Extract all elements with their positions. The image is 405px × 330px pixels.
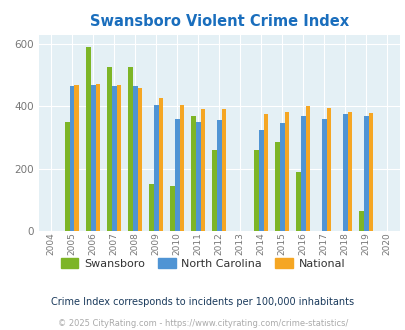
Bar <box>347 112 352 231</box>
Bar <box>263 114 268 231</box>
Bar <box>70 86 74 231</box>
Bar <box>91 84 95 231</box>
Bar <box>175 119 179 231</box>
Legend: Swansboro, North Carolina, National: Swansboro, North Carolina, National <box>56 254 349 273</box>
Bar <box>321 119 326 231</box>
Text: Crime Index corresponds to incidents per 100,000 inhabitants: Crime Index corresponds to incidents per… <box>51 297 354 307</box>
Bar <box>221 110 226 231</box>
Bar <box>149 184 153 231</box>
Bar <box>86 47 91 231</box>
Bar <box>128 67 132 231</box>
Title: Swansboro Violent Crime Index: Swansboro Violent Crime Index <box>90 14 348 29</box>
Bar <box>216 120 221 231</box>
Bar <box>112 86 116 231</box>
Bar <box>196 122 200 231</box>
Bar <box>74 85 79 231</box>
Bar <box>116 85 121 231</box>
Bar <box>368 113 372 231</box>
Bar <box>191 116 196 231</box>
Bar <box>95 84 100 231</box>
Bar <box>254 150 258 231</box>
Bar <box>326 108 330 231</box>
Bar <box>284 112 288 231</box>
Bar <box>305 106 309 231</box>
Bar <box>212 150 216 231</box>
Bar <box>296 172 300 231</box>
Bar <box>137 88 142 231</box>
Bar <box>342 114 347 231</box>
Bar <box>107 67 112 231</box>
Bar <box>200 110 205 231</box>
Text: © 2025 CityRating.com - https://www.cityrating.com/crime-statistics/: © 2025 CityRating.com - https://www.city… <box>58 319 347 328</box>
Bar <box>300 116 305 231</box>
Bar <box>258 130 263 231</box>
Bar <box>65 122 70 231</box>
Bar <box>363 116 368 231</box>
Bar <box>132 86 137 231</box>
Bar <box>275 142 279 231</box>
Bar <box>358 211 363 231</box>
Bar <box>153 105 158 231</box>
Bar <box>170 186 175 231</box>
Bar <box>279 122 284 231</box>
Bar <box>179 105 184 231</box>
Bar <box>158 98 163 231</box>
